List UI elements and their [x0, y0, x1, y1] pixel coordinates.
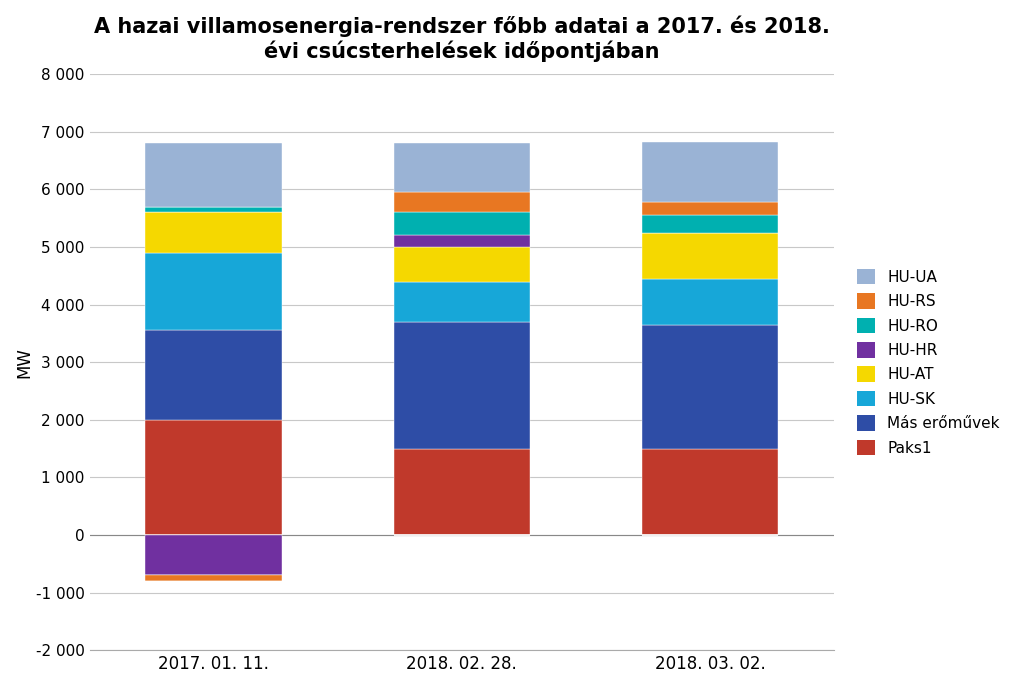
Bar	[145, 206, 282, 213]
Title: A hazai villamosenergia-rendszer főbb adatai a 2017. és 2018.
évi csúcsterhelése: A hazai villamosenergia-rendszer főbb ad…	[94, 15, 830, 61]
Bar	[394, 213, 530, 235]
Bar	[641, 449, 779, 535]
Bar	[394, 449, 530, 535]
Bar	[145, 420, 282, 535]
Legend: HU-UA, HU-RS, HU-RO, HU-HR, HU-AT, HU-SK, Más erőművek, Paks1: HU-UA, HU-RS, HU-RO, HU-HR, HU-AT, HU-SK…	[849, 261, 1008, 463]
Bar	[394, 322, 530, 449]
Y-axis label: MW: MW	[15, 347, 33, 378]
Bar	[394, 247, 530, 281]
Bar	[641, 215, 779, 233]
Bar	[145, 535, 282, 575]
Bar	[145, 252, 282, 330]
Bar	[641, 279, 779, 325]
Bar	[641, 142, 779, 202]
Bar	[394, 235, 530, 247]
Bar	[145, 575, 282, 581]
Bar	[145, 330, 282, 420]
Bar	[394, 281, 530, 322]
Bar	[394, 143, 530, 192]
Bar	[641, 325, 779, 449]
Bar	[641, 233, 779, 279]
Bar	[145, 143, 282, 206]
Bar	[145, 213, 282, 252]
Bar	[394, 192, 530, 213]
Bar	[641, 202, 779, 215]
